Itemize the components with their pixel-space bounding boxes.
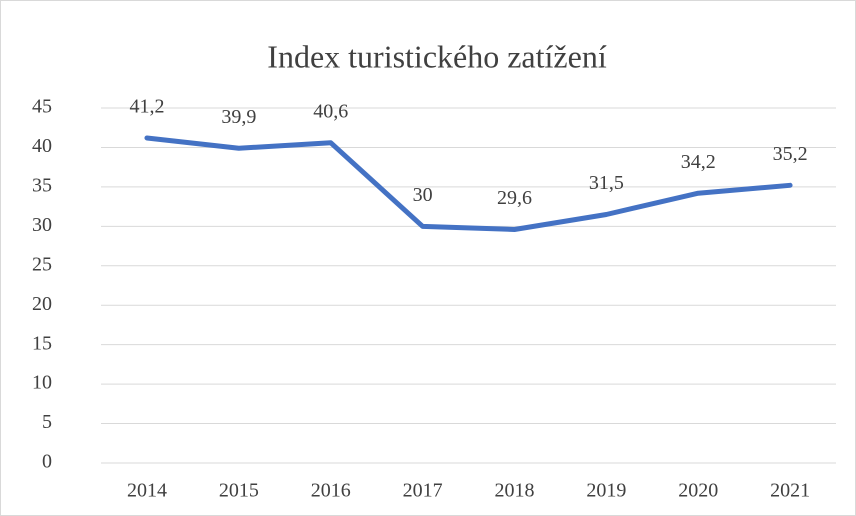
x-tick-label: 2018 [494, 480, 534, 502]
data-label: 34,2 [681, 151, 716, 173]
x-tick-label: 2017 [403, 480, 443, 502]
y-tick-label: 35 [32, 174, 52, 196]
data-label: 35,2 [773, 143, 808, 165]
y-tick-label: 20 [32, 293, 52, 315]
y-tick-label: 45 [32, 96, 52, 118]
y-tick-label: 30 [32, 214, 52, 236]
data-label: 41,2 [129, 96, 164, 118]
x-tick-label: 2020 [678, 480, 718, 502]
x-tick-label: 2016 [311, 480, 351, 502]
y-tick-label: 5 [42, 411, 52, 433]
data-label: 40,6 [313, 100, 348, 122]
y-tick-label: 0 [42, 451, 52, 473]
y-tick-label: 10 [32, 372, 52, 394]
data-line [144, 135, 793, 232]
y-tick-label: 25 [32, 253, 52, 275]
chart-title: Index turistického zatížení [267, 38, 607, 74]
x-tick-label: 2015 [219, 480, 259, 502]
y-tick-label: 40 [32, 135, 52, 157]
data-label: 30 [413, 184, 433, 206]
x-tick-label: 2021 [770, 480, 810, 502]
data-label: 29,6 [497, 187, 532, 209]
y-tick-label: 15 [32, 332, 52, 354]
data-label: 31,5 [589, 172, 624, 194]
x-tick-label: 2019 [586, 480, 626, 502]
data-label: 39,9 [221, 106, 256, 128]
x-tick-label: 2014 [127, 480, 167, 502]
